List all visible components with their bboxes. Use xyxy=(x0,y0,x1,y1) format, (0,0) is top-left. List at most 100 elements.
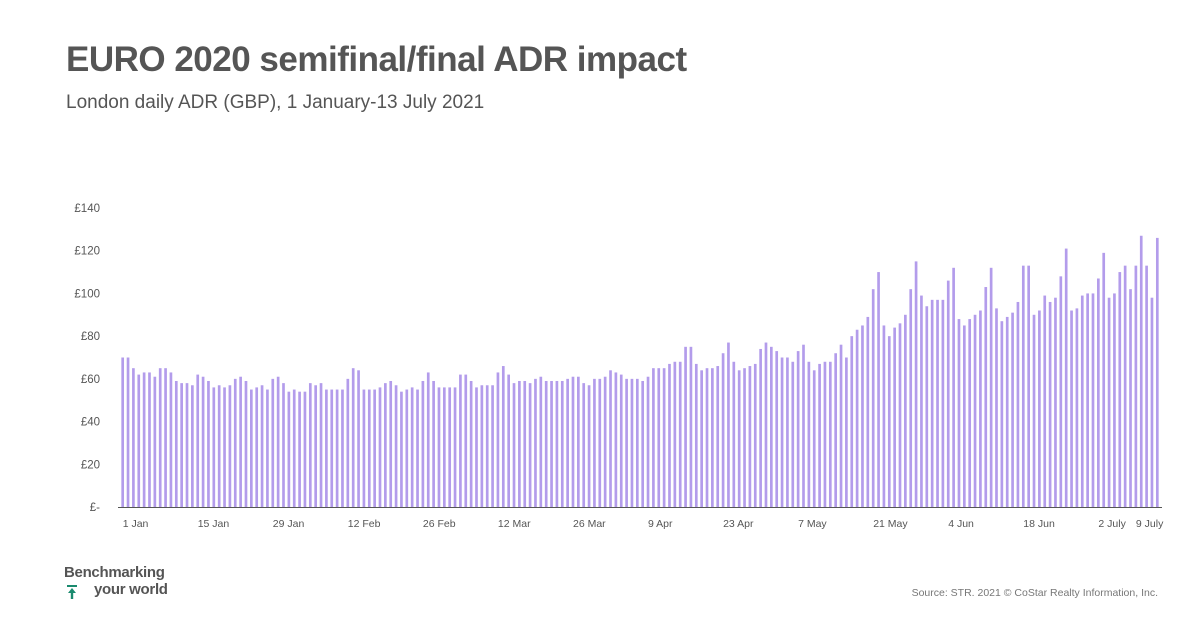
bar xyxy=(705,368,709,507)
bar xyxy=(914,261,918,507)
bar xyxy=(609,370,612,507)
bar xyxy=(700,370,703,507)
bar xyxy=(1016,301,1020,507)
bar xyxy=(753,363,757,507)
bar xyxy=(191,385,194,507)
bar xyxy=(442,387,446,507)
bar xyxy=(1038,310,1041,507)
bar xyxy=(684,346,687,507)
arrow-up-icon xyxy=(67,585,77,599)
bar xyxy=(314,385,318,507)
bar xyxy=(496,372,500,507)
bar xyxy=(303,391,307,507)
bar xyxy=(946,280,950,507)
bar xyxy=(480,385,484,507)
bar xyxy=(1091,293,1095,507)
bar xyxy=(877,272,880,507)
bar xyxy=(1064,248,1068,507)
bar xyxy=(475,387,478,507)
x-tick-label: 29 Jan xyxy=(273,518,305,530)
bar xyxy=(898,323,902,507)
bar xyxy=(812,370,816,507)
bar xyxy=(673,361,677,507)
bar xyxy=(668,363,671,507)
bar xyxy=(174,380,178,507)
bar xyxy=(453,387,457,507)
bar xyxy=(223,387,226,507)
bar xyxy=(1011,312,1014,507)
bar xyxy=(464,374,468,507)
bar xyxy=(952,267,955,507)
bar xyxy=(657,368,661,507)
bar xyxy=(775,351,779,507)
bar xyxy=(1032,314,1036,507)
bar xyxy=(228,385,232,507)
bar xyxy=(367,389,371,507)
bar xyxy=(694,363,698,507)
bar xyxy=(142,372,146,507)
bar xyxy=(373,389,376,507)
bar xyxy=(941,299,945,507)
bar xyxy=(662,368,666,507)
x-tick-label: 26 Mar xyxy=(573,518,606,530)
bar xyxy=(909,289,913,507)
bar xyxy=(448,387,452,507)
bar xyxy=(410,387,414,507)
bar xyxy=(625,378,628,507)
bar xyxy=(400,391,403,507)
bar xyxy=(1123,265,1127,507)
bar xyxy=(528,383,532,507)
x-tick-label: 23 Apr xyxy=(723,518,754,530)
bar xyxy=(233,378,237,507)
bar xyxy=(212,387,216,507)
bar xyxy=(137,374,141,507)
bar xyxy=(362,389,366,507)
bar xyxy=(587,385,591,507)
source-note: Source: STR. 2021 © CoStar Realty Inform… xyxy=(911,587,1158,599)
bar xyxy=(555,380,559,507)
bar xyxy=(330,389,334,507)
bar xyxy=(1113,293,1116,507)
bar xyxy=(727,342,730,507)
bar xyxy=(1059,276,1063,507)
bar xyxy=(957,319,961,507)
bar xyxy=(732,361,736,507)
bar xyxy=(287,391,291,507)
bar xyxy=(1102,252,1106,507)
bar xyxy=(887,336,891,507)
bar xyxy=(989,267,993,507)
bar xyxy=(984,287,988,507)
bar xyxy=(711,368,714,507)
chart-title: EURO 2020 semifinal/final ADR impact xyxy=(66,40,687,79)
bar xyxy=(1118,272,1122,507)
bar xyxy=(791,361,795,507)
bar xyxy=(828,361,832,507)
bar xyxy=(153,376,157,507)
bar xyxy=(850,336,854,507)
bar xyxy=(405,389,409,507)
bar xyxy=(866,316,870,507)
x-axis-ticks: 1 Jan 15 Jan 29 Jan 12 Feb 26 Feb 12 Mar 26 Ma… xyxy=(123,518,1164,530)
chart-bars xyxy=(121,235,1159,507)
bar xyxy=(164,368,167,507)
bar xyxy=(786,357,789,507)
bar xyxy=(169,372,173,507)
bar xyxy=(995,308,998,507)
bar xyxy=(437,387,441,507)
bar xyxy=(560,380,564,507)
bar xyxy=(764,342,768,507)
y-tick-label: £100 xyxy=(74,288,100,300)
bar xyxy=(936,299,939,507)
bar xyxy=(598,378,602,507)
bar xyxy=(550,380,553,507)
bar xyxy=(861,325,864,507)
bar xyxy=(1021,265,1025,507)
bar xyxy=(635,378,639,507)
bar xyxy=(689,346,693,507)
bar xyxy=(1080,295,1084,507)
y-tick-label: £- xyxy=(90,502,100,514)
bar xyxy=(641,380,645,507)
bar xyxy=(260,385,264,507)
bar xyxy=(1097,278,1100,507)
